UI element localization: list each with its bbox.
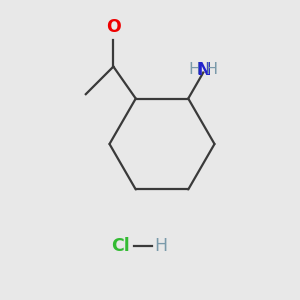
Text: H: H	[206, 62, 218, 77]
Text: N: N	[196, 61, 211, 79]
Text: O: O	[106, 18, 121, 36]
Text: H: H	[189, 62, 201, 77]
Text: H: H	[154, 237, 167, 255]
Text: Cl: Cl	[111, 237, 129, 255]
